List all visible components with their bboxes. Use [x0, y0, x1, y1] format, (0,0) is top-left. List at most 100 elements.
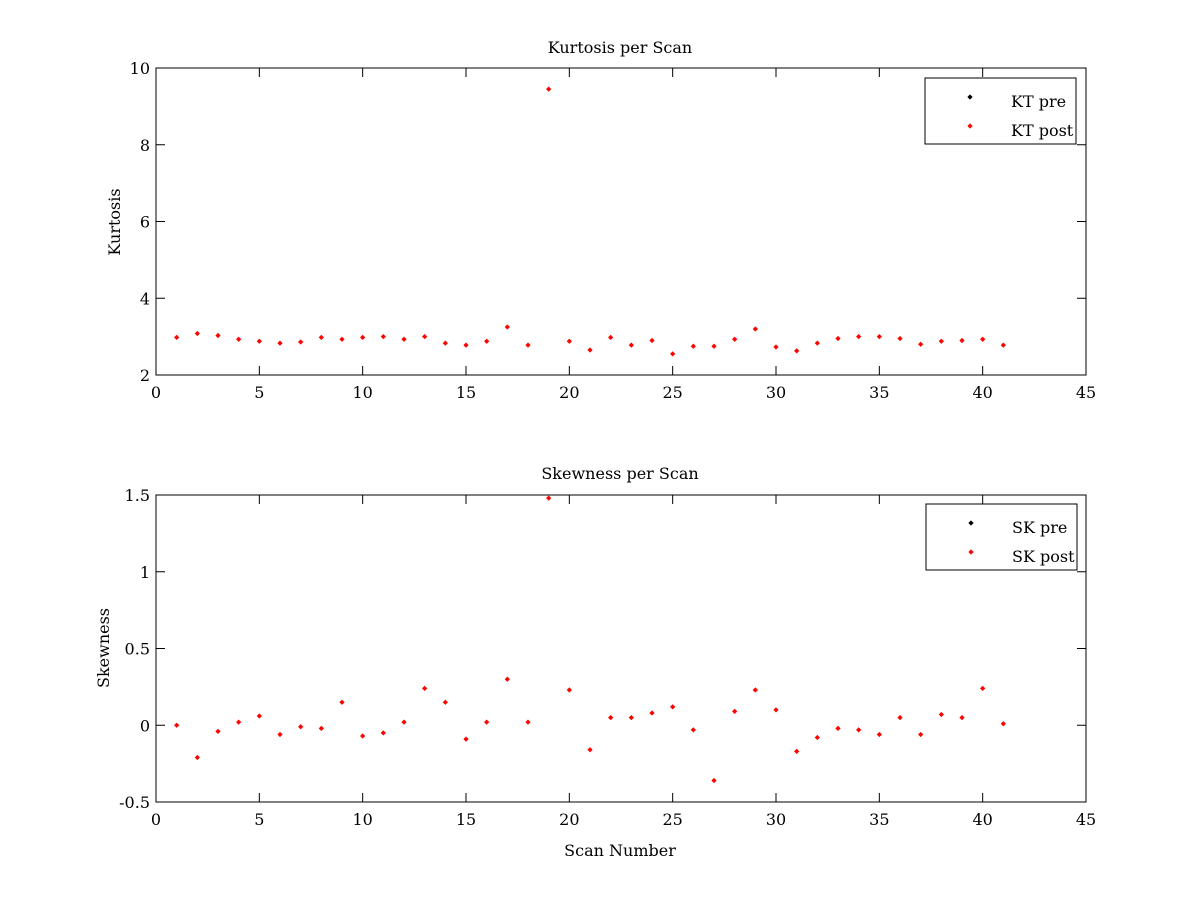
skewness-data-point [277, 731, 283, 738]
kurtosis-data-point [1000, 342, 1006, 348]
skewness-y-tick-label: 0 [140, 716, 150, 735]
kurtosis-y-tick-label: 8 [140, 136, 150, 155]
kurtosis-data-point [298, 339, 304, 345]
skewness-x-tick-label: 45 [1076, 810, 1096, 829]
skewness-data-point [525, 719, 531, 725]
kurtosis-data-point [732, 336, 738, 342]
kurtosis-x-tick-label: 40 [972, 383, 992, 402]
kurtosis-legend-marker-post-shape [967, 123, 973, 129]
kurtosis-x-tick-label: 25 [662, 383, 682, 402]
skewness-data-point [360, 733, 366, 739]
skewness-data-point [938, 711, 944, 718]
skewness-data-point [380, 730, 386, 736]
kurtosis-plot: Kurtosis per Scan Kurtosis 0 5 10 15 20 25 30 3… [105, 38, 1096, 402]
skewness-y-tick-label: -0.5 [119, 793, 150, 812]
kurtosis-data-point [897, 335, 903, 342]
kurtosis-legend-marker-post [967, 123, 973, 129]
kurtosis-data-point [504, 324, 510, 330]
kurtosis-data-point [194, 330, 200, 337]
kurtosis-x-tick-label: 45 [1076, 383, 1096, 402]
skewness-data-point [463, 736, 469, 742]
kurtosis-data-point [773, 344, 779, 350]
kurtosis-data-point [546, 86, 552, 92]
kurtosis-data-point [628, 342, 634, 348]
kurtosis-data-point [318, 334, 324, 341]
kurtosis-x-tick-label: 20 [559, 383, 579, 402]
kurtosis-data-point [360, 334, 366, 341]
skewness-data-point [318, 725, 324, 731]
kurtosis-x-tick-label: 0 [151, 383, 161, 402]
skewness-marks [174, 495, 1006, 784]
kurtosis-data-point [566, 338, 572, 344]
kurtosis-y-tick-label: 10 [130, 59, 150, 78]
skewness-data-point [918, 731, 924, 738]
kurtosis-data-point [401, 336, 407, 342]
skewness-data-point [608, 714, 614, 721]
kurtosis-data-point [442, 340, 448, 346]
kurtosis-data-point [587, 347, 593, 353]
kurtosis-ticks: 0 5 10 15 20 25 30 35 40 45 2 4 6 8 10 [130, 59, 1097, 402]
skewness-x-tick-label: 0 [151, 810, 161, 829]
skewness-data-point [897, 714, 903, 721]
skewness-plot-frame [155, 494, 1087, 803]
kurtosis-data-point [422, 334, 428, 340]
skewness-data-point [401, 719, 407, 725]
kurtosis-data-point [794, 348, 800, 354]
kurtosis-data-point [463, 342, 469, 348]
kurtosis-data-point [856, 334, 862, 340]
kurtosis-legend-box [924, 77, 1077, 145]
skewness-legend-marker-pre [968, 520, 974, 526]
skewness-y-tick-label: 1 [140, 563, 150, 582]
skewness-data-point [711, 777, 717, 784]
kurtosis-data-point [959, 337, 965, 344]
skewness-data-point [215, 728, 221, 735]
kurtosis-x-tick-label: 15 [456, 383, 476, 402]
skewness-plot: Skewness per Scan Skewness Scan Number 0… [94, 464, 1096, 860]
skewness-y-axis-label: Skewness [94, 608, 113, 688]
skewness-data-point [876, 731, 882, 738]
kurtosis-x-tick-label: 35 [869, 383, 889, 402]
skewness-data-point [298, 724, 304, 730]
skewness-legend-marker-post [968, 549, 974, 555]
kurtosis-y-axis-label: Kurtosis [105, 188, 124, 255]
skewness-data-point [835, 725, 841, 731]
skewness-data-point [339, 699, 345, 705]
kurtosis-data-point [256, 338, 262, 344]
skewness-data-point [732, 708, 738, 715]
skewness-data-point [814, 734, 820, 741]
kurtosis-x-tick-label: 30 [766, 383, 786, 402]
skewness-data-point [980, 685, 986, 692]
skewness-data-point [194, 754, 200, 761]
skewness-data-point [566, 687, 572, 693]
kurtosis-data-point [938, 338, 944, 344]
kurtosis-data-point [380, 334, 386, 340]
skewness-x-tick-label: 25 [662, 810, 682, 829]
kurtosis-plot-frame [155, 67, 1087, 376]
skewness-data-point [773, 707, 779, 713]
kurtosis-data-point [835, 335, 841, 342]
skewness-x-axis-label: Scan Number [564, 841, 676, 860]
skewness-x-tick-label: 5 [254, 810, 264, 829]
skewness-data-point [587, 747, 593, 753]
kurtosis-data-point [670, 351, 676, 357]
skewness-legend-label-pre: SK pre [1012, 518, 1067, 537]
kurtosis-data-point [980, 336, 986, 342]
skewness-ticks: 0 5 10 15 20 25 30 35 40 45-0.500.511.5 [119, 486, 1096, 829]
skewness-data-point [856, 727, 862, 733]
kurtosis-data-point [174, 334, 180, 341]
kurtosis-x-tick-label: 10 [352, 383, 372, 402]
kurtosis-data-point [814, 340, 820, 346]
skewness-data-point [236, 719, 242, 725]
skewness-x-tick-label: 15 [456, 810, 476, 829]
skewness-x-tick-label: 20 [559, 810, 579, 829]
skewness-x-tick-label: 10 [352, 810, 372, 829]
kurtosis-data-point [649, 337, 655, 344]
kurtosis-legend-marker-pre [967, 94, 973, 100]
skewness-x-tick-label: 30 [766, 810, 786, 829]
skewness-x-tick-label: 35 [869, 810, 889, 829]
kurtosis-plot-title: Kurtosis per Scan [548, 38, 692, 57]
skewness-data-point [174, 722, 180, 728]
skewness-data-point [504, 676, 510, 682]
kurtosis-data-point [277, 340, 283, 346]
